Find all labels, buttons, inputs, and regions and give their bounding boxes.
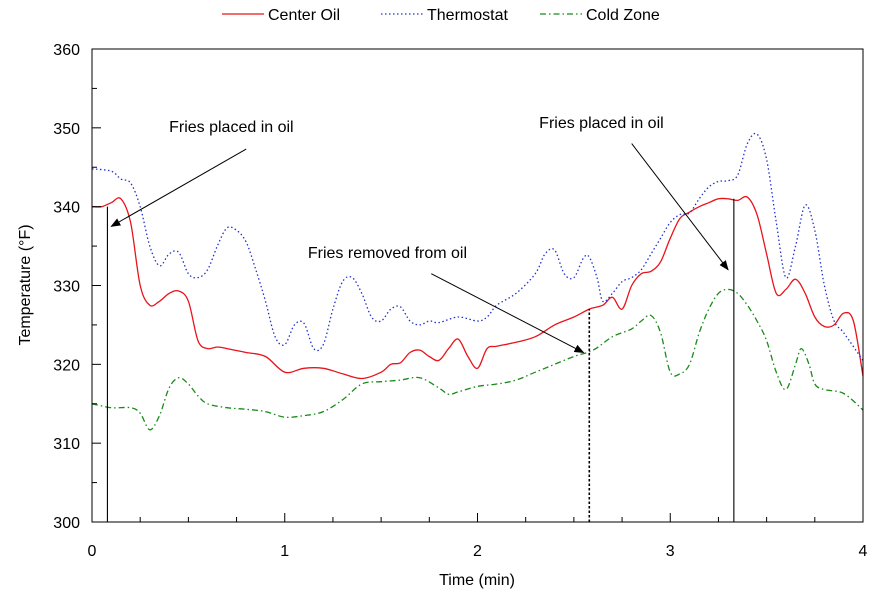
annotation-label-3: Fries placed in oil [539, 115, 664, 132]
legend-label-center-oil: Center Oil [268, 7, 340, 24]
series-layer [91, 132, 864, 431]
legend-label-thermostat: Thermostat [427, 7, 508, 24]
annotation-label-2: Fries removed from oil [308, 245, 467, 262]
legend-label-cold-zone: Cold Zone [586, 7, 660, 24]
series-line-cold-zone [91, 288, 864, 431]
x-tick-label: 2 [473, 543, 482, 560]
series-line-thermostat [91, 132, 864, 361]
annotation-arrow-3 [631, 143, 729, 271]
x-tick-label: 1 [280, 543, 289, 560]
y-tick-label: 350 [53, 121, 80, 138]
annotations: Fries placed in oil Fries removed from oi… [110, 115, 729, 353]
y-axis-title: Temperature (°F) [17, 224, 34, 345]
x-axis-title: Time (min) [439, 572, 515, 589]
series-line-center-oil [91, 195, 864, 380]
annotation-arrow-1 [110, 148, 247, 227]
y-tick-label: 360 [53, 42, 80, 59]
legend: Center Oil Thermostat Cold Zone [222, 7, 660, 24]
x-tick-label: 3 [666, 543, 675, 560]
event-lines [106, 198, 735, 522]
annotation-label-1: Fries placed in oil [169, 119, 294, 136]
y-tick-label: 330 [53, 279, 80, 296]
y-tick-label: 340 [53, 200, 80, 217]
x-tick-label: 4 [859, 543, 868, 560]
y-tick-label: 320 [53, 357, 80, 374]
x-tick-label: 0 [88, 543, 97, 560]
axis-ticks: 0 1 2 3 4 300 310 320 330 340 350 360 [53, 42, 867, 560]
y-tick-label: 310 [53, 436, 80, 453]
y-tick-label: 300 [53, 515, 80, 532]
annotation-arrow-2 [431, 273, 585, 353]
